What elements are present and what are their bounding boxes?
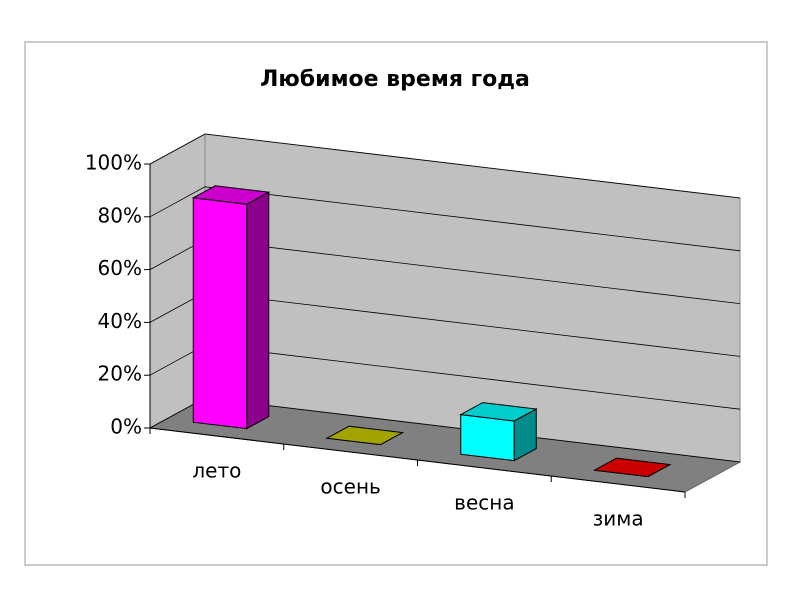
grid-line	[149, 186, 741, 252]
y-tick-label: 40%	[98, 309, 142, 333]
bar-front	[460, 414, 515, 462]
bar-side	[246, 191, 270, 430]
bar-front	[192, 197, 248, 430]
y-tick-label: 20%	[98, 362, 142, 386]
y-tick-label: 80%	[98, 203, 142, 227]
bar-top	[592, 457, 672, 478]
grid-line	[149, 133, 741, 199]
y-tick-label: 100%	[85, 151, 142, 175]
bar-top	[191, 185, 271, 205]
chart-title: Любимое время года	[260, 67, 530, 92]
x-tick-label: весна	[454, 491, 514, 515]
y-tick-label: 0%	[110, 415, 142, 439]
x-tick-label: осень	[320, 475, 380, 499]
bar-top	[459, 402, 538, 422]
x-tick-label: зима	[593, 507, 644, 531]
y-tick-label: 60%	[98, 256, 142, 280]
bar-top	[325, 425, 405, 446]
x-tick-label: лето	[192, 459, 241, 483]
